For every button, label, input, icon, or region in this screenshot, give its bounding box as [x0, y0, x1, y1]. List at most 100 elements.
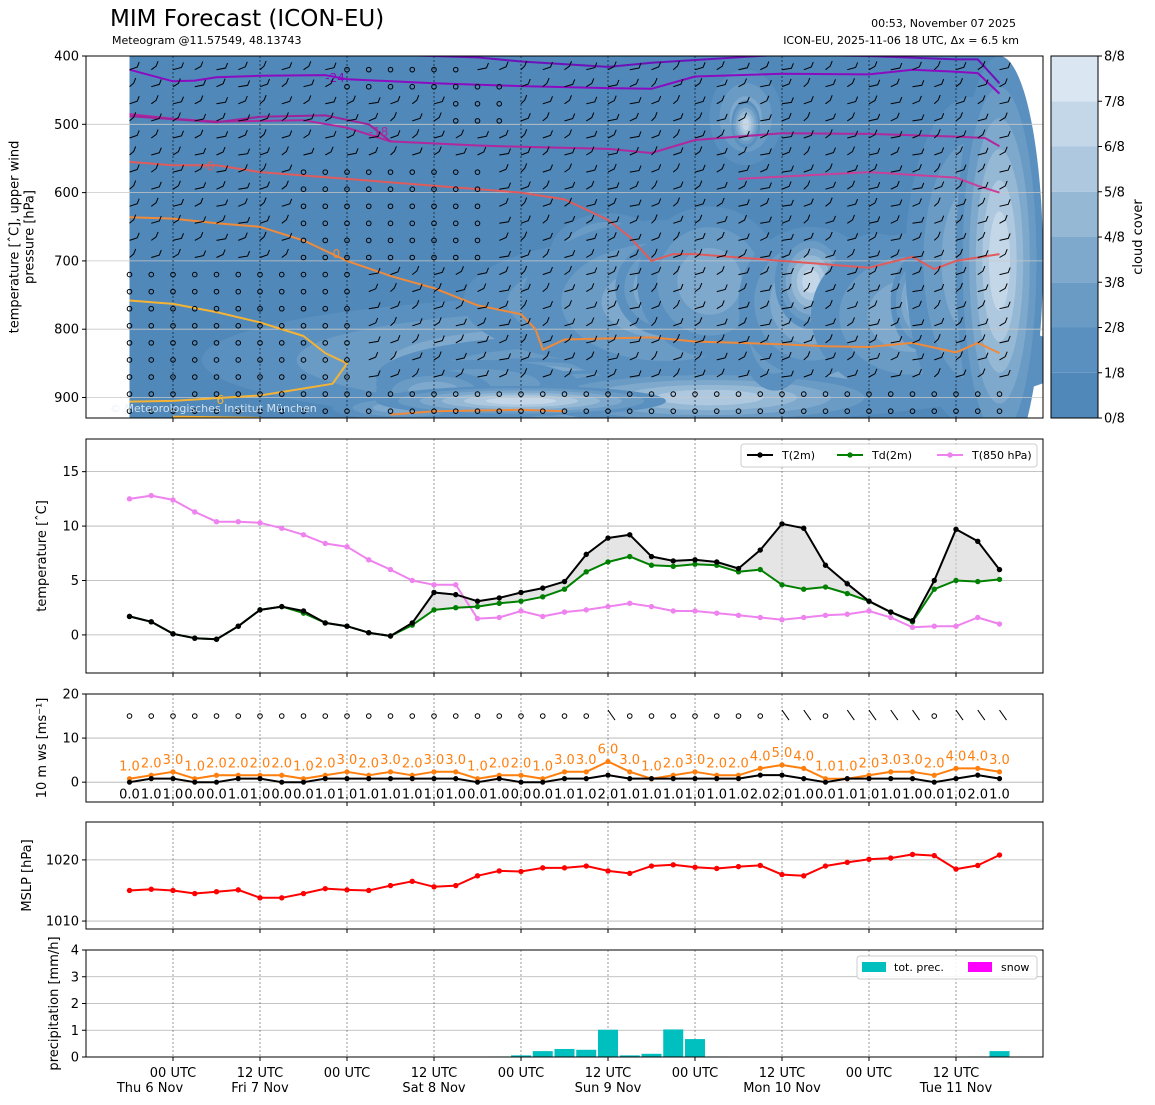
wind-barb: [433, 335, 445, 344]
colorbar-tick-label: 8/8: [1104, 50, 1125, 65]
wind-barb: [738, 165, 750, 173]
xtick-label: 00 UTC: [324, 1066, 370, 1081]
wind-barb-calm: [148, 357, 155, 363]
wind-barb: [281, 164, 293, 173]
wind-barb: [412, 352, 423, 361]
wind-speed-value-label: 1.0: [402, 788, 423, 803]
gust-value-label: 2.0: [271, 756, 292, 771]
wind-speed-point: [453, 776, 459, 782]
wind-barb: [868, 61, 878, 71]
wind-barb: [716, 163, 725, 173]
wind-barb: [738, 317, 747, 327]
wind-barb-calm: [344, 169, 350, 175]
wind-barb: [846, 709, 855, 721]
wind-barb: [760, 114, 772, 122]
wind-barb: [151, 249, 162, 258]
wind-barb: [586, 369, 598, 378]
mslp-point: [257, 895, 263, 901]
wind-barb-calm: [800, 391, 807, 397]
wind-barb: [564, 147, 576, 156]
wind-barb: [412, 113, 423, 122]
wind-barb: [433, 267, 445, 276]
t850-point: [735, 612, 742, 619]
wind-barb: [999, 130, 1011, 139]
wind-barb-calm: [953, 391, 959, 397]
gust-value-label: 4.0: [946, 749, 967, 764]
wind-barb-calm: [213, 391, 220, 397]
wind-barb-calm: [452, 83, 459, 90]
wind-barb-calm: [518, 408, 524, 414]
wind-barb: [672, 197, 680, 207]
wind-barb-calm: [322, 288, 329, 295]
gust-point: [583, 769, 589, 775]
wind-barb: [542, 282, 550, 292]
gust-value-label: 1.0: [184, 760, 205, 775]
wind-barb: [694, 130, 706, 139]
wind-barb: [868, 216, 881, 224]
wind-barb: [542, 317, 550, 327]
wind-barb: [716, 129, 725, 139]
wind-barb: [847, 317, 855, 327]
gust-value-label: 2.0: [141, 756, 162, 771]
wind-barb: [411, 334, 420, 344]
wind-barb: [760, 284, 772, 293]
td2m-point: [779, 582, 785, 588]
wind-barb: [259, 163, 267, 173]
wind-barb-calm: [474, 169, 481, 175]
wind-barb: [716, 368, 725, 378]
mslp-point: [909, 851, 916, 858]
wind-barb-calm: [170, 713, 176, 719]
wind-barb: [977, 181, 989, 190]
t850-point: [627, 600, 633, 607]
wind-barb: [281, 198, 293, 207]
wind-barb: [999, 267, 1011, 276]
wind-barb: [477, 283, 487, 293]
wind-barb-calm: [713, 408, 720, 414]
precip-ytick-label: 3: [71, 970, 79, 985]
wind-barb: [673, 181, 684, 190]
gust-point: [213, 772, 220, 778]
wind-barb-calm: [213, 322, 220, 329]
wind-barb-calm: [474, 83, 481, 90]
t2m-point: [192, 635, 198, 641]
wind-barb: [216, 199, 229, 207]
wind-barb: [172, 214, 181, 224]
wind-barb: [694, 248, 703, 258]
wind-barb: [825, 129, 833, 139]
wind-barb-calm: [126, 357, 133, 363]
wind-barb: [586, 317, 595, 327]
wind-barb: [259, 113, 270, 122]
upper-air-ytick-label: 400: [54, 50, 79, 65]
wind-barb: [325, 62, 337, 71]
wind-barb: [194, 95, 204, 105]
wind-barb: [651, 334, 662, 344]
mslp-point: [583, 863, 589, 869]
upper-air-ytick-label: 800: [54, 323, 79, 338]
gust-value-label: 4.0: [967, 749, 988, 764]
wind-barb: [238, 80, 251, 88]
t850-point: [453, 582, 459, 588]
wind-barb: [933, 299, 941, 310]
wind-barb-calm: [213, 374, 220, 380]
wind-barb: [672, 60, 680, 71]
wind-barb: [868, 334, 878, 344]
mslp-point: [866, 856, 872, 862]
mslp-point: [126, 887, 133, 894]
wind-barb: [825, 95, 833, 105]
gust-value-label: 3.0: [576, 753, 597, 768]
wind-speed-value-label: 0.0: [511, 788, 532, 803]
wind-speed-point: [822, 779, 829, 785]
wind-barb: [629, 233, 642, 241]
wind-barb: [520, 94, 528, 105]
wind-barb: [564, 334, 572, 344]
wind-barb: [586, 62, 598, 71]
gust-point: [953, 765, 959, 772]
wind-barb-calm: [822, 713, 829, 719]
wind-barb-calm: [431, 203, 437, 210]
wind-barb: [607, 334, 617, 344]
wind-speed-point: [170, 776, 176, 782]
xtick-label: 00 UTC: [498, 1066, 544, 1081]
wind-speed-point: [627, 776, 633, 782]
colorbar-segment: [1051, 56, 1098, 102]
mslp-point: [757, 862, 763, 869]
